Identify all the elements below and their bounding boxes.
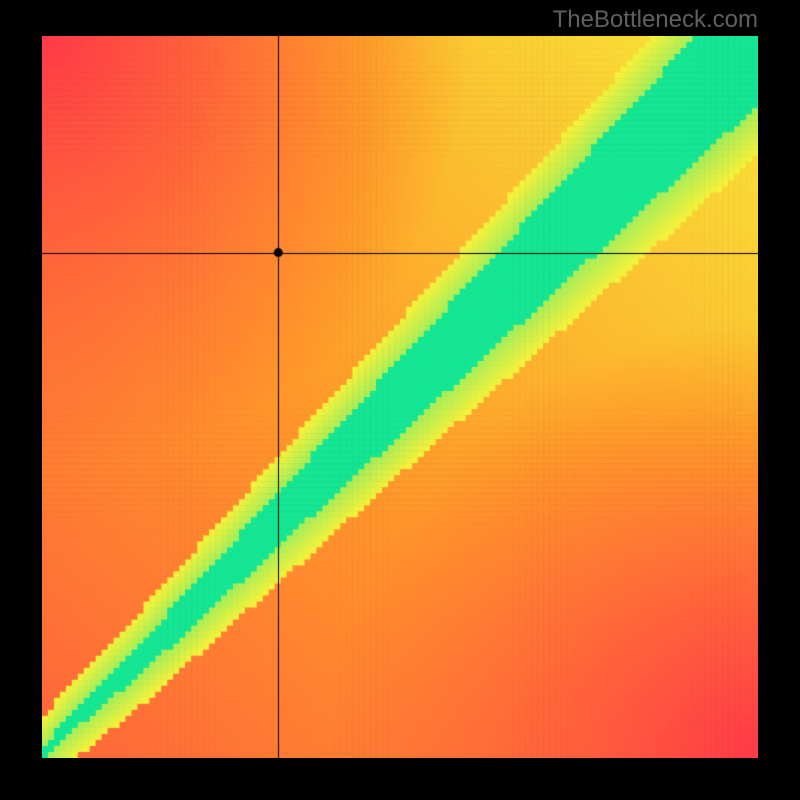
watermark-text: TheBottleneck.com — [553, 6, 758, 34]
bottleneck-heatmap — [42, 36, 758, 758]
chart-container: TheBottleneck.com — [0, 0, 800, 800]
